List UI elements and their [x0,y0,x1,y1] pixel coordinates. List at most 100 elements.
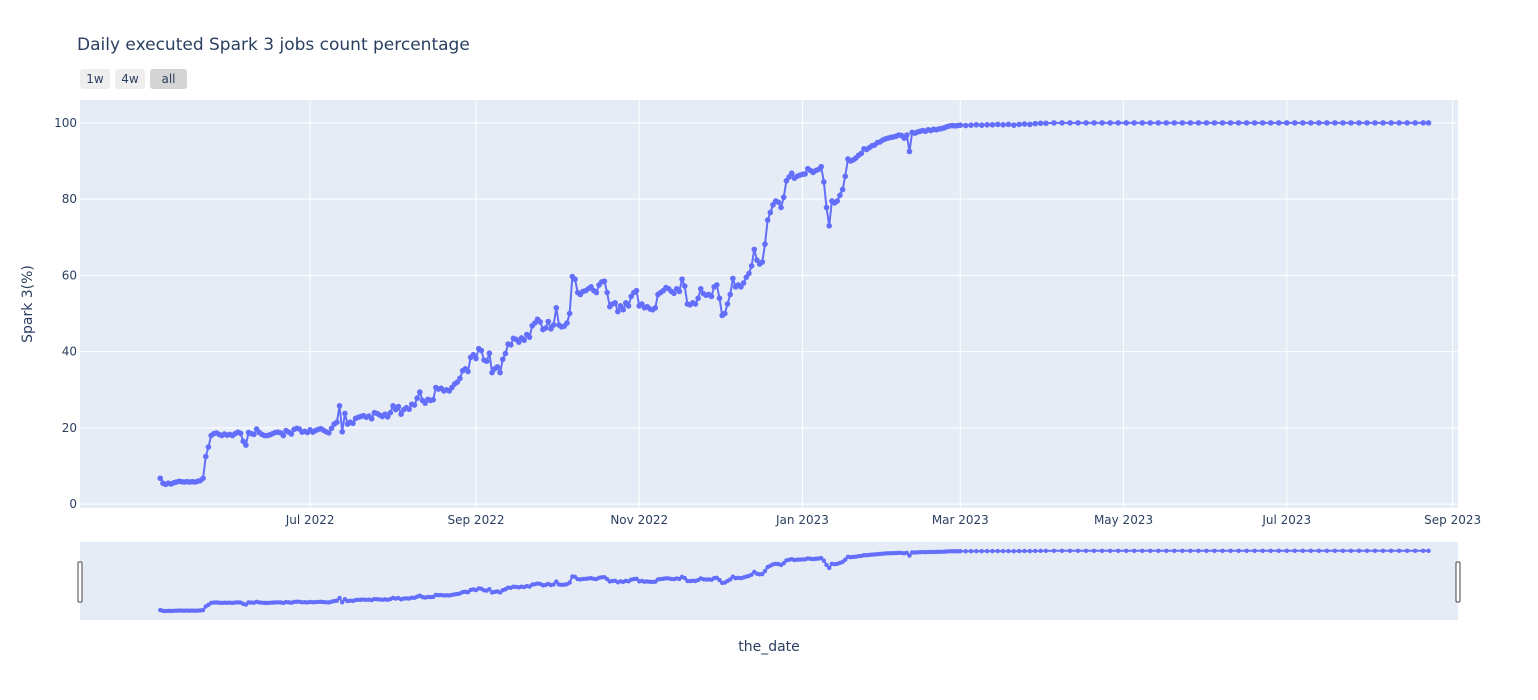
data-point [775,199,782,205]
data-point [1115,120,1121,126]
x-tick-label: May 2023 [1094,513,1153,527]
data-point [368,415,375,422]
data-point [767,209,774,216]
data-point [1388,120,1394,126]
rangeslider-point [1260,548,1265,554]
y-tick-label: 80 [62,192,77,206]
range-button-1w[interactable] [80,69,110,89]
data-point [1067,120,1073,126]
rangeslider-point [907,553,912,558]
data-point [502,350,509,357]
data-point [1059,120,1065,126]
y-tick-label: 0 [69,497,77,511]
data-point [1032,120,1039,127]
data-point [620,306,626,313]
data-point [342,410,348,417]
data-point [681,283,688,289]
data-point [243,442,249,448]
data-point [1283,120,1290,126]
rangeslider-point [1300,548,1306,554]
rangeslider-point [963,549,968,554]
rangeslider-point [1388,548,1394,554]
data-point [1005,121,1012,128]
data-point [601,278,608,284]
data-point [326,430,332,436]
data-point [566,310,573,317]
rangeslider-point [749,572,754,577]
rangeslider-point [1404,548,1410,554]
data-point [695,295,701,302]
rangeslider-point [1244,548,1249,554]
rangeslider-point [824,562,829,568]
rangeslider-point [1276,548,1281,554]
data-point [521,337,527,344]
data-point [1396,120,1402,126]
data-point [802,171,808,177]
rangeslider-point [904,550,909,556]
x-tick-label: Jul 2023 [1261,513,1311,527]
range-button-all[interactable] [150,69,187,89]
rangeslider-handle-right[interactable] [1455,561,1461,603]
y-axis-title: Spark 3(%) [20,265,36,343]
range-button-4w[interactable] [115,69,145,89]
chart-title: Daily executed Spark 3 jobs count percen… [77,35,470,55]
data-point [724,301,731,307]
rangeslider-point [1252,548,1257,554]
data-point [1203,120,1210,126]
rangeslider-point [1016,548,1022,554]
data-point [478,347,485,354]
rangeslider-point [1043,548,1049,554]
rangeslider-point [1212,548,1217,554]
rangeslider-point [1059,548,1065,554]
data-point [553,305,560,311]
data-point [1404,120,1410,126]
rangeslider-point [1115,548,1121,554]
data-point [1425,120,1432,126]
data-point [1219,120,1226,126]
rangeslider-point [1228,548,1233,554]
rangeslider-point [1348,548,1354,554]
data-point [821,179,827,185]
series-layer [157,120,1432,488]
rangeslider-point [760,571,765,577]
data-point [1412,120,1418,126]
data-point [714,282,720,288]
x-tick-label: Jan 2023 [775,513,829,527]
data-point [398,411,404,417]
data-point [507,342,514,348]
rangeslider-point [1396,548,1402,554]
y-tick-label: 100 [54,116,77,130]
data-point [1091,120,1097,126]
data-point [727,291,734,298]
x-axis-title: the_date [738,639,800,655]
data-point [1179,120,1186,126]
rangeslider-point [567,580,572,585]
rangeslider-point [487,586,492,592]
rangeslider-point [1220,548,1225,554]
data-point [564,320,570,326]
rangeslider-point [1033,548,1038,554]
rangeslider-handle-left[interactable] [77,561,83,603]
data-point [1037,120,1044,127]
data-point [778,204,784,211]
data-point [818,163,824,170]
rangeslider-point [1006,548,1011,554]
rangeslider-point [1083,548,1089,554]
data-point [497,369,503,376]
x-tick-label: Nov 2022 [610,513,668,527]
range-slider[interactable] [77,542,1461,620]
data-point [1187,120,1194,126]
data-point [1051,120,1057,126]
data-point [572,276,578,283]
data-point [740,280,747,286]
data-point [1251,120,1258,126]
data-point [457,375,463,382]
rangeslider-background [80,542,1458,620]
data-point [537,319,544,325]
data-point [1000,121,1006,128]
rangeslider-point [1236,548,1241,554]
data-point [722,310,728,317]
rangeslider-point [827,565,832,571]
rangeslider-point [1022,548,1027,554]
data-point [1027,121,1033,128]
